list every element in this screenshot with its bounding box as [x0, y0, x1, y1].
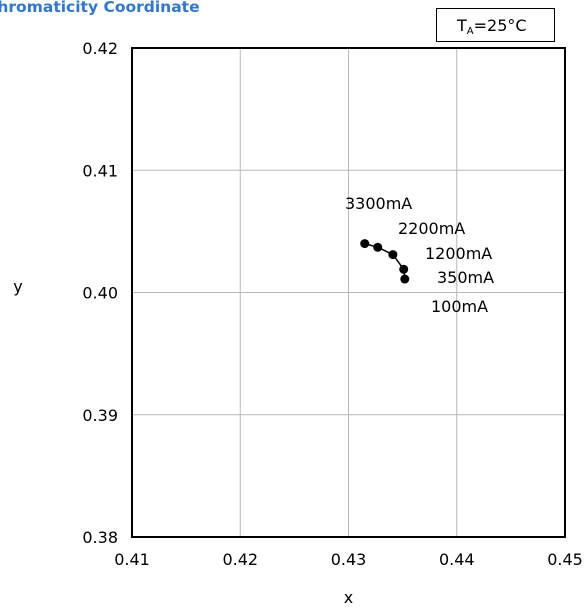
y-tick-label: 0.42 [82, 39, 118, 58]
y-tick-labels: 0.42 0.41 0.40 0.39 0.38 [82, 39, 118, 547]
condition-symbol: T [457, 16, 467, 35]
x-tick-label: 0.45 [547, 550, 583, 569]
y-tick-label: 0.41 [82, 161, 118, 180]
data-series [360, 239, 410, 284]
condition-subscript: A [466, 26, 474, 37]
current-annotations: 3300mA 2200mA 1200mA 350mA 100mA [345, 194, 494, 316]
x-axis-label: x [344, 588, 353, 607]
y-tick-label: 0.40 [82, 284, 118, 303]
current-label: 350mA [437, 268, 494, 287]
series-line [364, 242, 406, 280]
chart-title: Chromaticity Coordinate [0, 0, 200, 16]
data-point [399, 264, 409, 274]
current-label: 3300mA [345, 194, 412, 213]
condition-label: TA=25°C [457, 16, 527, 37]
data-point [373, 242, 383, 252]
y-tick-label: 0.38 [82, 528, 118, 547]
x-tick-label: 0.43 [331, 550, 367, 569]
x-tick-label: 0.42 [222, 550, 258, 569]
grid-lines [132, 48, 565, 537]
data-point [388, 250, 398, 260]
condition-value: =25°C [473, 16, 527, 35]
data-point [400, 274, 410, 284]
current-label: 1200mA [425, 244, 492, 263]
data-point [360, 239, 370, 249]
current-label: 2200mA [398, 219, 465, 238]
y-tick-label: 0.39 [82, 406, 118, 425]
x-tick-labels: 0.41 0.42 0.43 0.44 0.45 [114, 550, 583, 569]
y-axis-label: y [13, 277, 22, 296]
x-tick-label: 0.44 [439, 550, 475, 569]
current-label: 100mA [431, 297, 488, 316]
condition-box: TA=25°C [436, 8, 555, 42]
x-tick-label: 0.41 [114, 550, 150, 569]
plot-frame [131, 47, 566, 538]
